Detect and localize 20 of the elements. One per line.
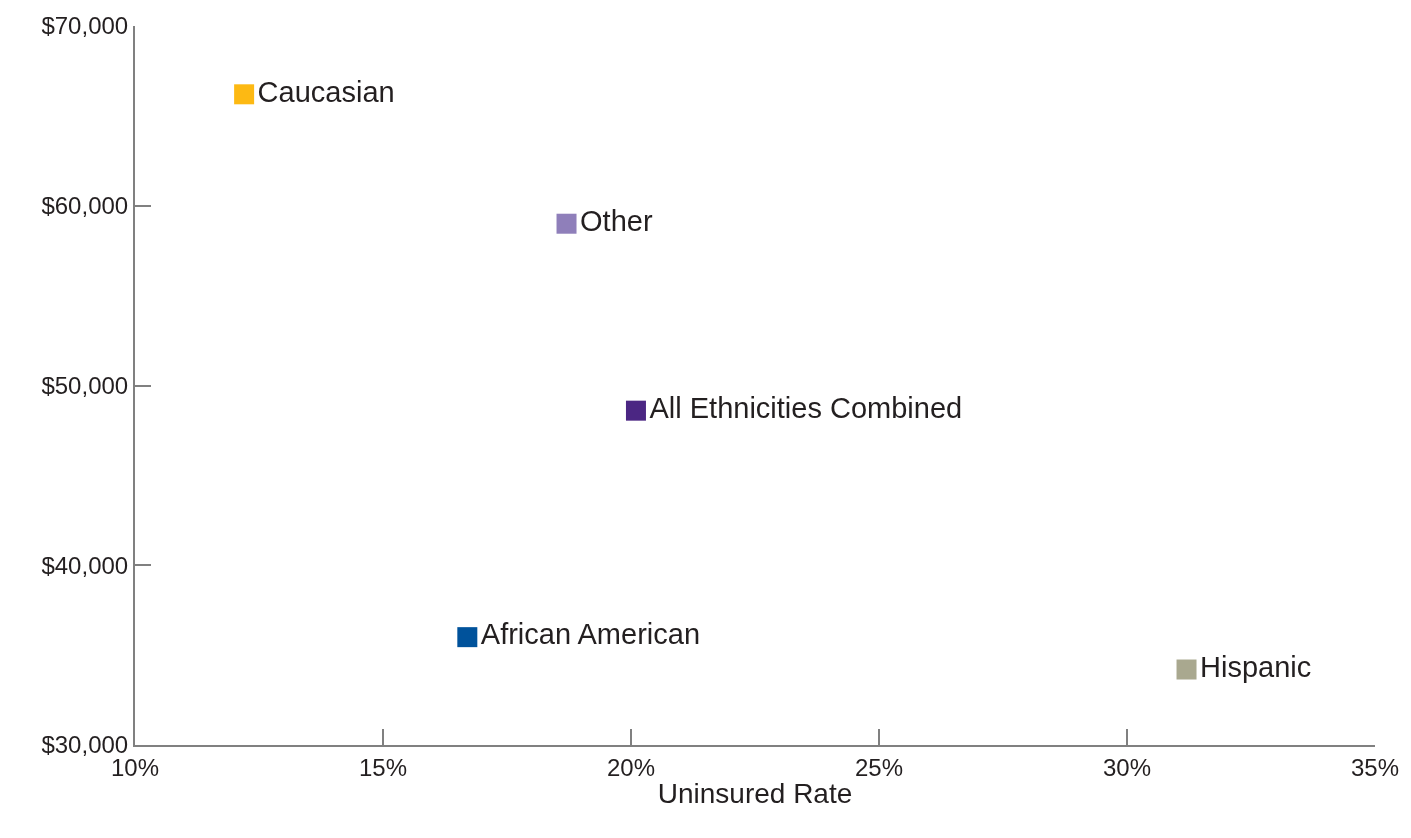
x-tick-label: 35% (1350, 753, 1400, 781)
x-tick-label: 30% (1102, 753, 1152, 781)
x-axis-title: Uninsured Rate (657, 778, 853, 810)
point (556, 213, 577, 234)
series-label: African American (480, 618, 701, 651)
point (1176, 659, 1197, 680)
point (457, 627, 478, 648)
x-tick-label: 15% (358, 753, 408, 781)
series-label: Caucasian (257, 75, 395, 108)
y-tick-label: $70,000 (41, 12, 129, 40)
point (234, 84, 255, 105)
point (625, 400, 646, 421)
series-label: Other (580, 204, 653, 237)
x-tick-label: 20% (606, 753, 656, 781)
y-tick-label: $60,000 (41, 192, 129, 220)
y-tick-label: $50,000 (41, 371, 129, 399)
x-tick-label: 25% (854, 753, 904, 781)
series-label: Hispanic (1200, 650, 1312, 683)
series-label: All Ethnicities Combined (649, 391, 963, 424)
y-tick-label: $40,000 (41, 551, 129, 579)
